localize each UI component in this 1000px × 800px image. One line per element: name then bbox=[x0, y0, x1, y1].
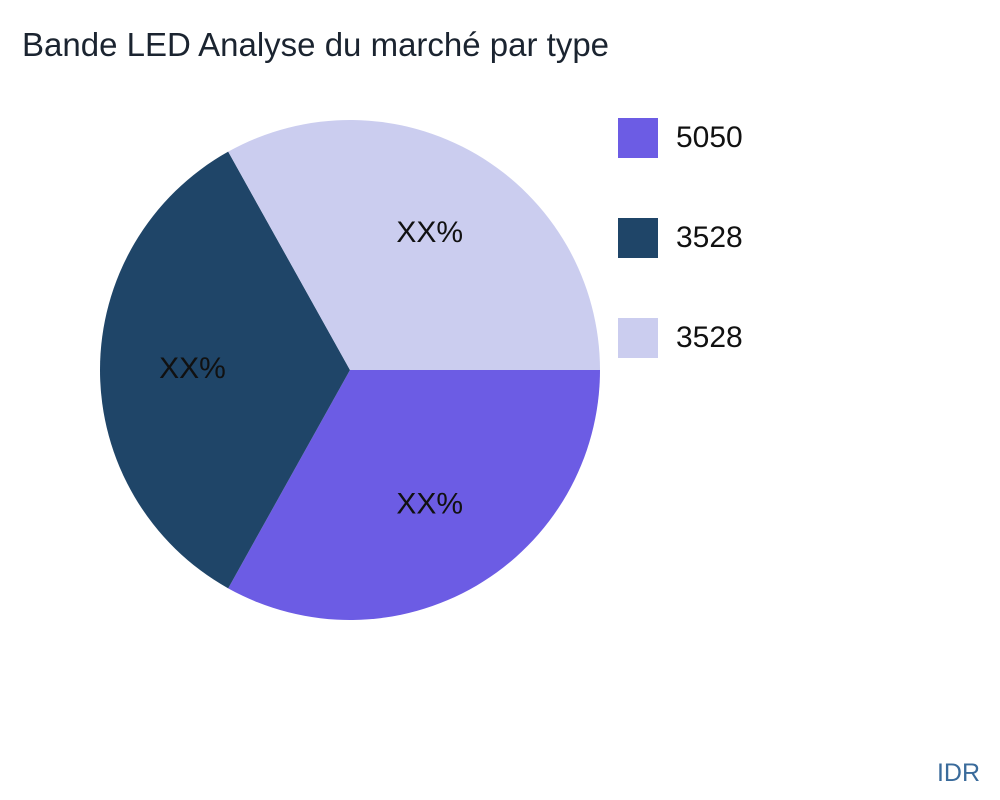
watermark-idr: IDR bbox=[936, 759, 980, 787]
pie-slice-percent-label: XX% bbox=[396, 488, 463, 521]
legend-label: 3528 bbox=[676, 321, 743, 354]
legend: 5050 3528 3528 bbox=[618, 118, 743, 418]
legend-label: 5050 bbox=[676, 121, 743, 154]
legend-swatch bbox=[618, 318, 658, 358]
legend-label: 3528 bbox=[676, 221, 743, 254]
legend-item-3528-2: 3528 bbox=[618, 318, 743, 358]
chart-title: Bande LED Analyse du marché par type bbox=[22, 26, 610, 63]
pie-slice-percent-label: XX% bbox=[159, 352, 226, 385]
legend-item-3528-1: 3528 bbox=[618, 218, 743, 258]
pie-slice-3528-2 bbox=[228, 119, 600, 370]
pie-slice-3528-1 bbox=[99, 151, 350, 589]
legend-item-5050-0: 5050 bbox=[618, 118, 743, 158]
pie-slice-percent-label: XX% bbox=[396, 216, 463, 249]
legend-swatch bbox=[618, 118, 658, 158]
legend-swatch bbox=[618, 218, 658, 258]
pie-slice-5050-0 bbox=[228, 370, 600, 621]
